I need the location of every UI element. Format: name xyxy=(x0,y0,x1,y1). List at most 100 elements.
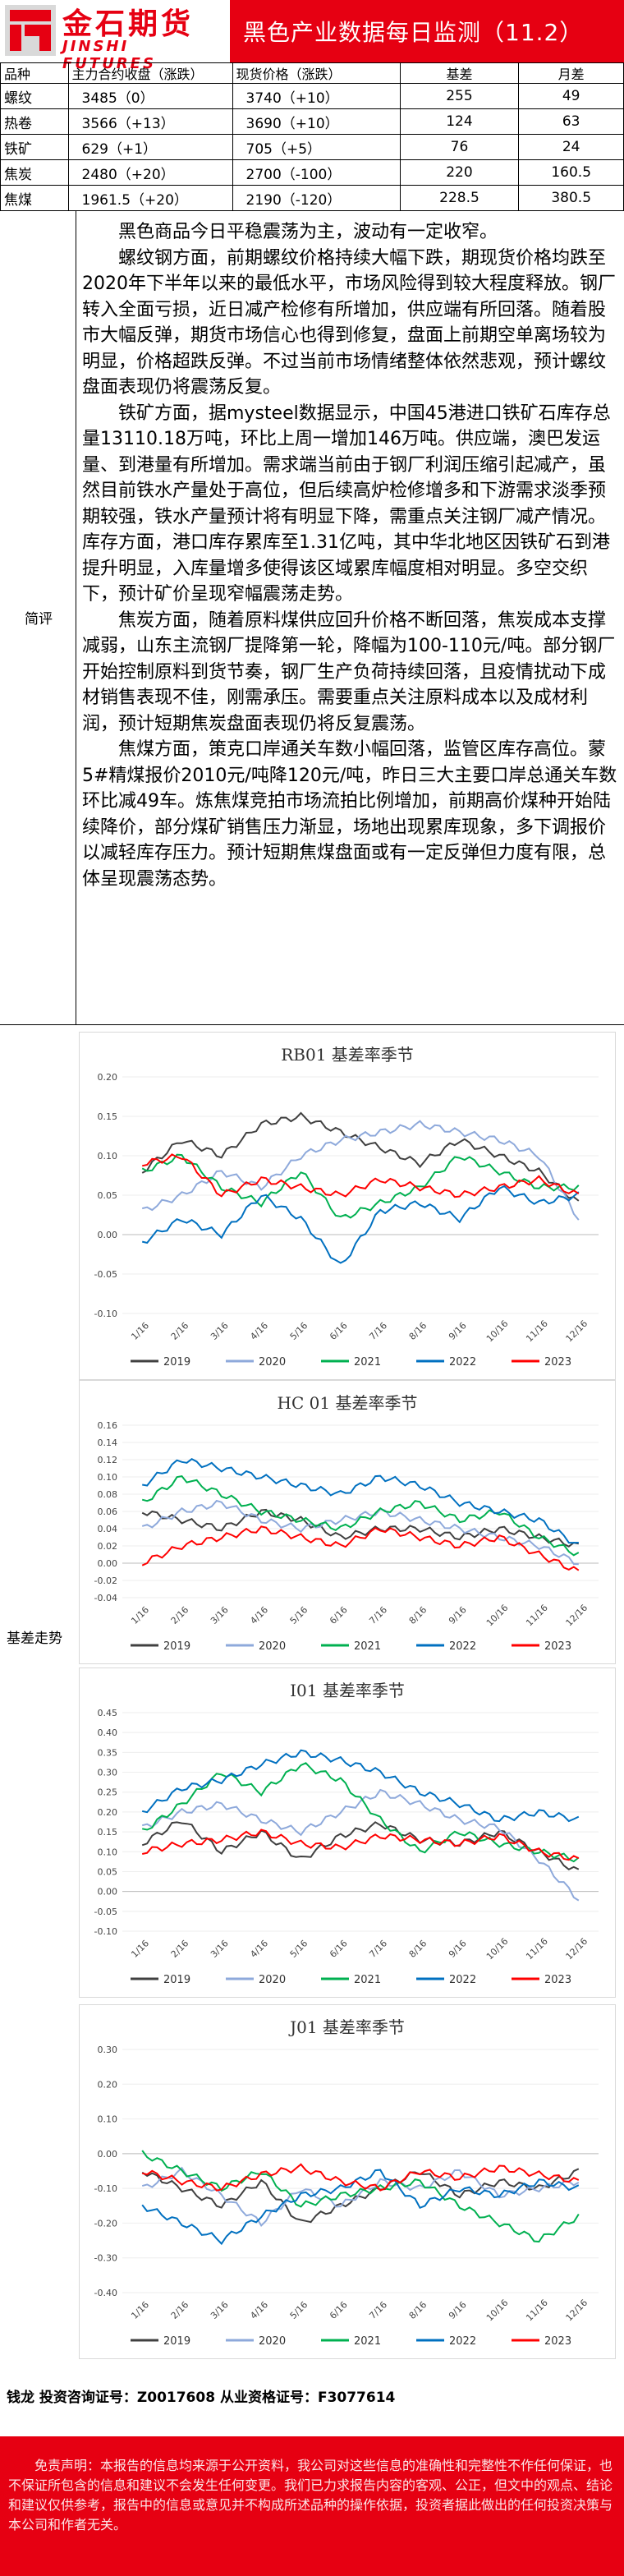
y-tick-label: -0.10 xyxy=(94,1926,117,1937)
chart-title: RB01 基差率季节 xyxy=(281,1045,414,1065)
report-header: 金石期货 JINSHI FUTURES 黑色产业数据每日监测（11.2） xyxy=(0,0,624,72)
x-tick-label: 1/16 xyxy=(129,1604,151,1626)
legend-label: 2020 xyxy=(259,1974,286,1986)
chart-title: J01 基差率季节 xyxy=(288,2017,405,2037)
series-line-2023 xyxy=(141,1525,580,1571)
table-cell: 3690（+10） xyxy=(232,108,401,135)
series-line-2023 xyxy=(141,1828,580,1861)
commentary-section: 简评 黑色商品今日平稳震荡为主，波动有一定收窄。 螺纹钢方面，前期螺纹价格持续大… xyxy=(0,210,624,1025)
table-cell: 63 xyxy=(518,108,624,135)
commentary-paragraph: 焦煤方面，策克口岸通关车数小幅回落，监管区库存高位。蒙5#精煤报价2010元/吨… xyxy=(82,739,617,890)
table-header-row: 品种 主力合约收盘（涨跌） 现货价格（涨跌） 基差 月差 xyxy=(0,62,624,84)
legend-label: 2020 xyxy=(259,1640,286,1653)
x-tick-label: 9/16 xyxy=(447,2299,469,2321)
legend-label: 2019 xyxy=(163,1974,190,1986)
legend-label: 2021 xyxy=(354,1974,381,1986)
page-title: 黑色产业数据每日监测（11.2） xyxy=(243,19,584,46)
x-tick-label: 4/16 xyxy=(248,1320,270,1342)
x-tick-label: 2/16 xyxy=(169,1604,191,1626)
y-tick-label: 0.10 xyxy=(98,1472,118,1483)
y-tick-label: 0.45 xyxy=(98,1708,118,1718)
table-cell: 2700（-100） xyxy=(232,159,401,186)
legend-label: 2022 xyxy=(449,2335,476,2348)
series-line-2021 xyxy=(141,1153,580,1219)
y-tick-label: -0.10 xyxy=(94,1309,117,1319)
x-tick-label: 12/16 xyxy=(564,1936,590,1962)
commentary-label: 简评 xyxy=(25,611,53,628)
x-tick-label: 7/16 xyxy=(367,1604,389,1626)
legend-label: 2023 xyxy=(544,2335,571,2348)
x-tick-label: 11/16 xyxy=(524,1318,550,1345)
series-line-2023 xyxy=(141,1153,580,1198)
x-tick-label: 1/16 xyxy=(129,1938,151,1960)
y-tick-label: -0.05 xyxy=(94,1269,117,1280)
y-tick-label: 0.40 xyxy=(98,1727,118,1738)
table-cell: 49 xyxy=(518,83,624,109)
y-tick-label: 0.15 xyxy=(98,1827,118,1838)
table-cell: 2190（-120） xyxy=(232,185,401,211)
chart-title: HC 01 基差率季节 xyxy=(278,1393,418,1413)
basis-section-label: 基差走势 xyxy=(7,1631,62,1647)
y-tick-label: 0.10 xyxy=(98,1151,118,1162)
price-table: 品种 主力合约收盘（涨跌） 现货价格（涨跌） 基差 月差 螺纹 3485（0） … xyxy=(0,62,624,211)
y-tick-label: 0.20 xyxy=(98,1072,118,1083)
x-tick-label: 11/16 xyxy=(524,1603,550,1629)
y-tick-label: -0.30 xyxy=(94,2253,117,2264)
logo-mark-icon xyxy=(5,5,56,56)
y-tick-label: 0.25 xyxy=(98,1787,118,1798)
series-line-2021 xyxy=(141,2150,580,2243)
table-header-cell: 品种 xyxy=(0,62,69,84)
chart-rb01-svg: RB01 基差率季节 0.20 0.15 0.10 0.05 0.00 -0.05 -0.10… xyxy=(94,1045,599,1368)
table-header-cell: 主力合约收盘（涨跌） xyxy=(67,62,233,84)
x-tick-label: 8/16 xyxy=(407,2299,429,2321)
x-tick-label: 12/16 xyxy=(564,2298,590,2324)
table-header-cell: 月差 xyxy=(518,62,624,84)
legend-label: 2019 xyxy=(163,1356,190,1368)
x-tick-label: 4/16 xyxy=(248,2299,270,2321)
x-tick-label: 11/16 xyxy=(524,1936,550,1962)
x-tick-label: 9/16 xyxy=(447,1938,469,1960)
chart-i01: I01 基差率季节 0.45 0.40 0.35 0.30 0.25 0.20 0.15 0.1… xyxy=(79,1668,616,1998)
commentary-paragraph: 铁矿方面，据mysteel数据显示，中国45港进口铁矿石库存总量13110.18… xyxy=(82,402,611,605)
x-tick-label: 2/16 xyxy=(169,1938,191,1960)
legend-label: 2021 xyxy=(354,1356,381,1368)
table-cell: 220 xyxy=(399,159,520,186)
series-line-2020 xyxy=(141,1120,580,1221)
x-tick-label: 12/16 xyxy=(564,1318,590,1345)
legend-label: 2023 xyxy=(544,1356,571,1368)
y-tick-label: -0.10 xyxy=(94,2183,117,2194)
table-cell: 3485（0） xyxy=(67,83,233,109)
x-tick-label: 10/16 xyxy=(484,1318,511,1345)
x-tick-label: 7/16 xyxy=(367,2299,389,2321)
x-tick-label: 12/16 xyxy=(564,1603,590,1629)
series-line-2019 xyxy=(141,1111,580,1202)
table-cell: 76 xyxy=(399,134,520,160)
y-tick-label: 0.16 xyxy=(98,1420,118,1431)
chart-rb01: RB01 基差率季节 0.20 0.15 0.10 0.05 0.00 -0.05 -0.10… xyxy=(79,1032,616,1380)
x-tick-label: 10/16 xyxy=(484,1603,511,1629)
x-tick-label: 3/16 xyxy=(209,1938,231,1960)
x-tick-label: 3/16 xyxy=(209,1604,231,1626)
table-header-cell: 现货价格（涨跌） xyxy=(232,62,401,84)
y-tick-label: -0.40 xyxy=(94,2288,117,2298)
x-tick-label: 4/16 xyxy=(248,1604,270,1626)
y-tick-label: 0.10 xyxy=(98,1847,118,1857)
series-line-2021 xyxy=(141,1475,580,1557)
table-cell: 热卷 xyxy=(0,108,69,135)
commentary-paragraph: 螺纹钢方面，前期螺纹价格持续大幅下跌，期现货价格均跌至2020年下半年以来的最低… xyxy=(82,247,616,398)
y-tick-label: 0.30 xyxy=(98,1768,118,1778)
series-line-2019 xyxy=(141,1508,579,1548)
x-tick-label: 6/16 xyxy=(328,2299,350,2321)
table-row: 铁矿 629（+1） 705（+5） 76 24 xyxy=(0,134,624,160)
y-tick-label: 0.05 xyxy=(98,1866,118,1877)
x-tick-label: 7/16 xyxy=(367,1938,389,1960)
table-cell: 24 xyxy=(518,134,624,160)
legend-label: 2023 xyxy=(544,1640,571,1653)
y-tick-label: 0.05 xyxy=(98,1190,118,1201)
disclaimer-box: 免责声明：本报告的信息均来源于公开资料，我公司对这些信息的准确性和完整性不作任何… xyxy=(0,2436,624,2576)
series-line-2022 xyxy=(141,2169,580,2246)
analyst-signature: 钱龙 投资咨询证号：Z0017608 从业资格证号：F3077614 xyxy=(7,2390,396,2406)
chart-j01: J01 基差率季节 0.30 0.20 0.10 0.00 -0.10 -0.20 -0.30… xyxy=(79,2004,616,2359)
legend-label: 2019 xyxy=(163,2335,190,2348)
